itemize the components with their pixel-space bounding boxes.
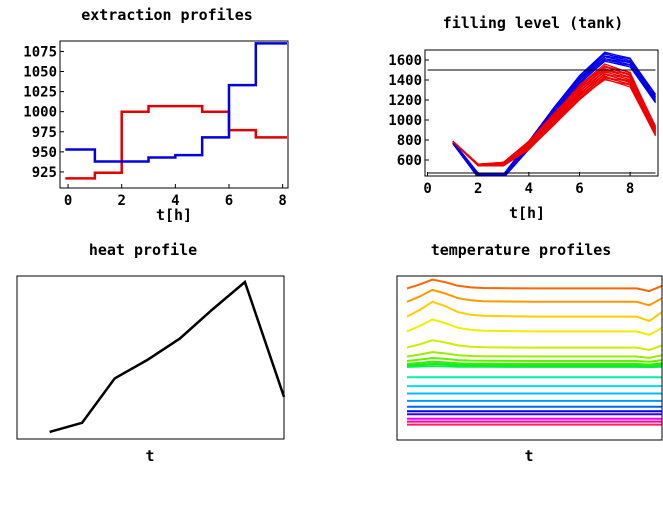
x-tick-label: 0 [423, 181, 431, 197]
x-tick-label: 6 [575, 181, 583, 197]
y-tick-label: 1000 [388, 113, 422, 129]
extraction-frame [59, 40, 289, 189]
y-tick-label: 800 [397, 133, 422, 149]
x-tick-label: 2 [117, 193, 125, 209]
temperature-curve [406, 288, 663, 307]
heat-title: heat profile [89, 241, 197, 259]
extraction-axes: 0 2 4 6 8 925 950 975 1000 1025 1050 1075 [23, 44, 287, 209]
y-tick-label: 1075 [23, 44, 57, 60]
temperature-series [406, 278, 663, 426]
y-tick-label: 975 [32, 125, 57, 141]
extraction-blue-line [65, 42, 287, 163]
filling-panel: filling level (tank) 0 2 4 6 8 600 800 1000 1200… [388, 14, 659, 222]
temperature-title: temperature profiles [431, 241, 612, 259]
temperature-curve [406, 278, 663, 293]
extraction-xlabel: t[h] [156, 206, 192, 224]
extraction-title: extraction profiles [81, 6, 253, 24]
temperature-curve [406, 362, 663, 367]
temperature-panel: temperature profiles t [396, 241, 663, 465]
y-tick-label: 600 [397, 153, 422, 169]
temperature-curve [406, 365, 663, 369]
heat-xlabel: t [145, 447, 154, 465]
y-tick-label: 950 [32, 145, 57, 161]
heat-series [49, 279, 286, 434]
temperature-curve [406, 300, 663, 322]
temperature-curve [406, 360, 663, 366]
y-tick-label: 1200 [388, 93, 422, 109]
y-tick-label: 1050 [23, 65, 57, 81]
x-tick-label: 2 [474, 181, 482, 197]
filling-blue-line [452, 53, 656, 175]
filling-series [427, 51, 656, 176]
y-tick-label: 1400 [388, 73, 422, 89]
temperature-xlabel: t [524, 447, 533, 465]
filling-axes: 0 2 4 6 8 600 800 1000 1200 1400 1600 [388, 53, 634, 197]
x-tick-label: 8 [626, 181, 634, 197]
y-tick-label: 1600 [388, 53, 422, 69]
filling-xlabel: t[h] [509, 204, 545, 222]
filling-blue-line [452, 56, 656, 176]
filling-red-line [452, 71, 656, 166]
filling-title: filling level (tank) [443, 14, 624, 32]
y-tick-label: 925 [32, 165, 57, 181]
extraction-series [65, 42, 287, 180]
heat-frame [16, 275, 285, 440]
x-tick-label: 4 [171, 193, 179, 209]
filling-lines [427, 51, 656, 176]
y-tick-label: 1000 [23, 105, 57, 121]
x-tick-label: 0 [64, 193, 72, 209]
heat-panel: heat profile t [16, 241, 286, 465]
x-tick-label: 6 [225, 193, 233, 209]
temperature-curve [406, 357, 663, 363]
temperature-curve [406, 339, 663, 351]
temperature-curve [406, 318, 663, 336]
x-tick-label: 8 [278, 193, 286, 209]
filling-frame [424, 49, 659, 177]
temperature-frame [396, 275, 663, 441]
heat-line [49, 279, 286, 434]
temperature-curve [406, 351, 663, 359]
extraction-red-line [65, 104, 287, 180]
extraction-panel: extraction profiles 0 2 4 6 8 925 950 975 1000 10… [23, 6, 289, 224]
y-tick-label: 1025 [23, 85, 57, 101]
x-tick-label: 4 [525, 181, 533, 197]
